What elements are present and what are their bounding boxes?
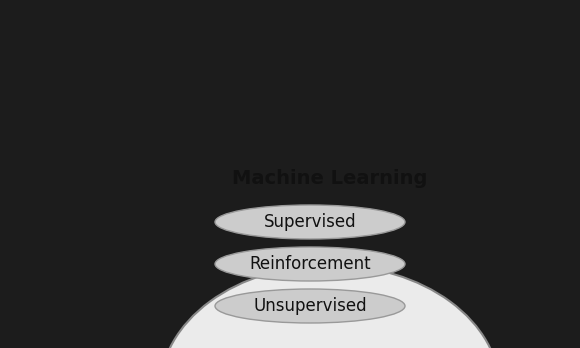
Text: Unsupervised: Unsupervised: [253, 297, 367, 315]
Text: Machine Learning: Machine Learning: [233, 168, 427, 188]
Ellipse shape: [215, 289, 405, 323]
Ellipse shape: [215, 205, 405, 239]
Ellipse shape: [160, 265, 500, 348]
Text: Supervised: Supervised: [264, 213, 356, 231]
Text: Reinforcement: Reinforcement: [249, 255, 371, 273]
Ellipse shape: [215, 247, 405, 281]
